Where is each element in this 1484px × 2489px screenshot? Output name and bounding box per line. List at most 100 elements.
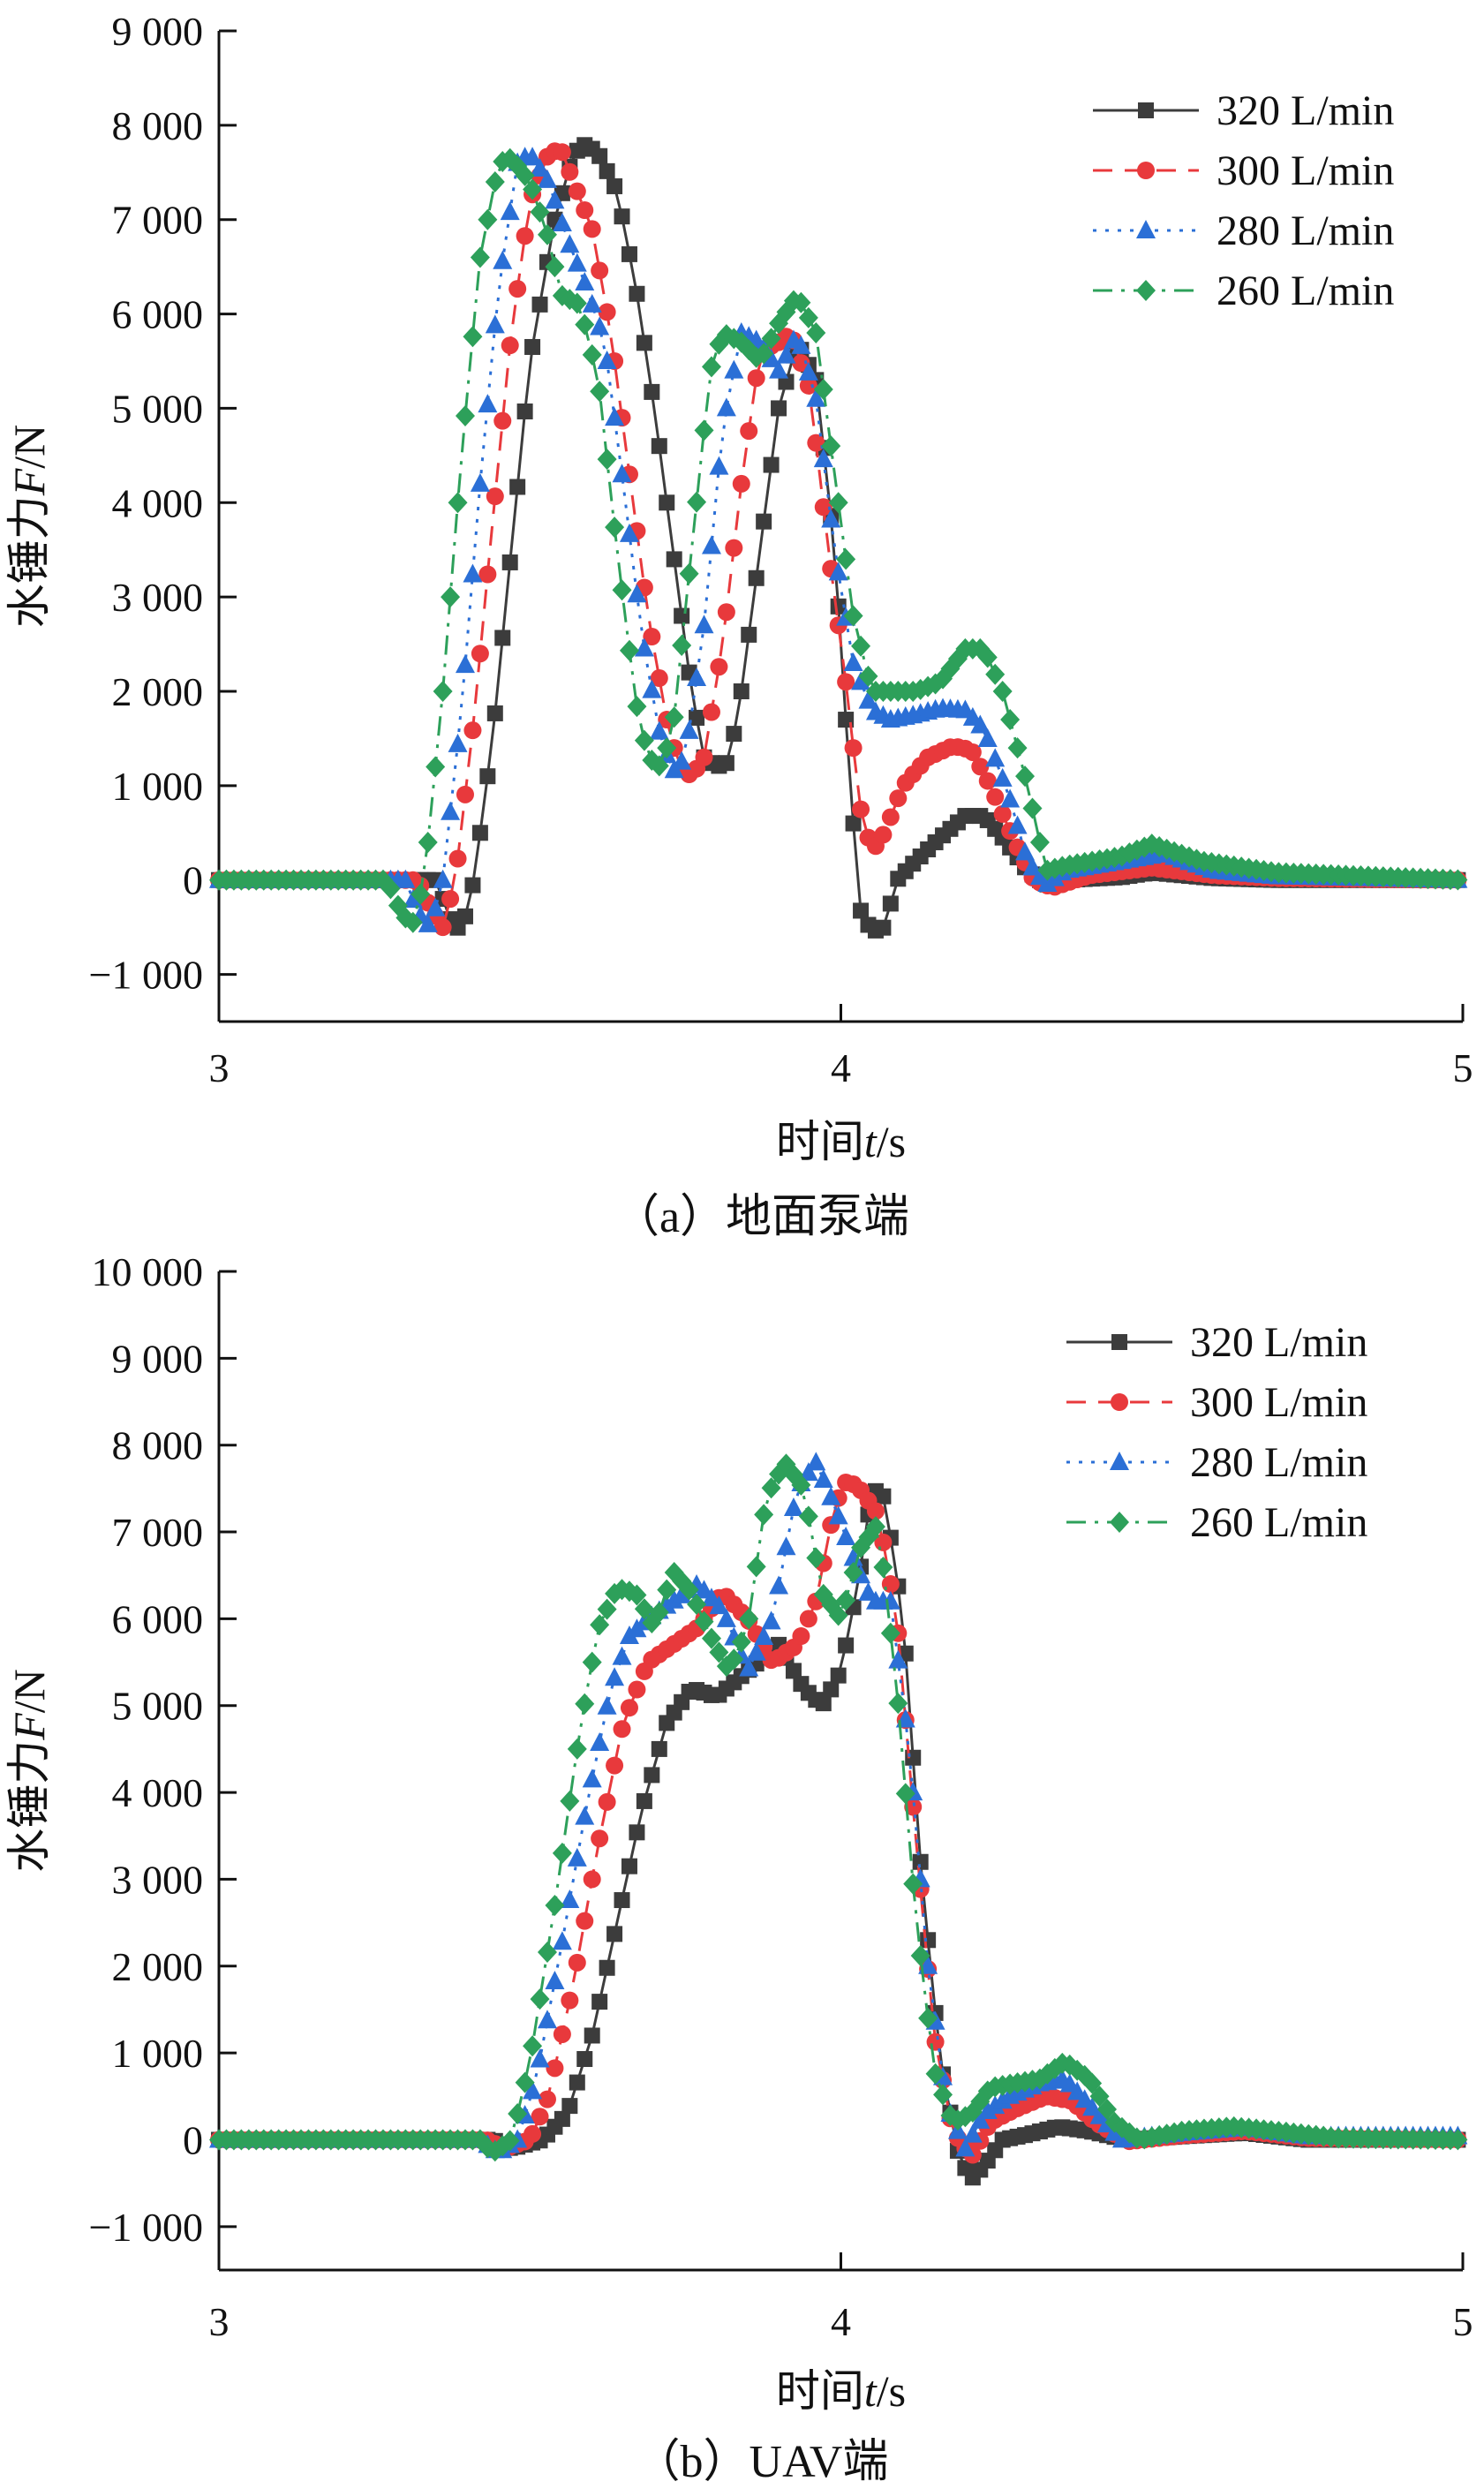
legend-label: 300 L/min bbox=[1217, 147, 1394, 194]
data-point bbox=[823, 1681, 840, 1698]
y-tick-label: 3 000 bbox=[112, 1857, 204, 1902]
data-point bbox=[962, 2123, 983, 2143]
data-point bbox=[590, 1732, 610, 1752]
data-point bbox=[627, 1584, 647, 1606]
data-point bbox=[845, 815, 862, 832]
data-point bbox=[725, 539, 743, 557]
data-point bbox=[904, 1798, 923, 1816]
legend-swatch-marker bbox=[1136, 280, 1156, 301]
x-tick-label: 5 bbox=[1453, 2299, 1473, 2344]
data-point bbox=[598, 303, 616, 321]
legend-swatch-marker bbox=[1111, 1334, 1127, 1350]
data-point bbox=[791, 291, 811, 313]
data-point bbox=[590, 1614, 610, 1636]
legend-label: 280 L/min bbox=[1217, 207, 1394, 254]
data-point bbox=[620, 1699, 638, 1717]
data-point bbox=[852, 800, 870, 818]
data-point bbox=[701, 535, 721, 554]
data-point bbox=[889, 789, 908, 808]
data-point bbox=[523, 147, 543, 166]
data-point bbox=[926, 2033, 945, 2051]
data-point bbox=[1007, 737, 1028, 759]
legend-swatch-marker bbox=[1110, 1452, 1129, 1470]
y-tick-label: 4 000 bbox=[112, 480, 204, 525]
data-point bbox=[531, 2108, 549, 2126]
data-point bbox=[629, 1824, 645, 1841]
data-point bbox=[584, 2027, 600, 2044]
data-point bbox=[433, 681, 453, 702]
data-point bbox=[694, 1610, 714, 1633]
data-point bbox=[740, 422, 758, 441]
data-point bbox=[486, 705, 503, 721]
y-tick-label: −1 000 bbox=[89, 2205, 203, 2250]
data-point bbox=[731, 1631, 751, 1653]
data-point bbox=[418, 831, 438, 853]
data-point bbox=[771, 400, 787, 417]
data-point bbox=[545, 256, 565, 278]
data-point bbox=[709, 1641, 729, 1663]
x-axis-title: 时间t/s bbox=[776, 1117, 906, 1166]
y-tick-label: 5 000 bbox=[112, 386, 204, 431]
data-point bbox=[634, 1598, 654, 1620]
data-point bbox=[920, 1932, 937, 1949]
data-point bbox=[761, 328, 781, 350]
legend-swatch-marker bbox=[1111, 1393, 1128, 1411]
data-point bbox=[575, 1806, 595, 1825]
data-point bbox=[754, 1504, 774, 1526]
data-point bbox=[576, 201, 594, 220]
data-point bbox=[992, 767, 1013, 787]
legend-swatch-marker bbox=[1137, 162, 1155, 179]
data-point bbox=[403, 889, 423, 909]
data-point bbox=[463, 563, 483, 583]
legend-label: 280 L/min bbox=[1190, 1439, 1367, 1486]
data-point bbox=[933, 2084, 953, 2106]
data-point bbox=[561, 1991, 579, 2010]
data-point bbox=[828, 562, 848, 581]
data-point bbox=[614, 208, 630, 225]
data-point bbox=[501, 336, 519, 355]
data-point bbox=[537, 1942, 557, 1964]
data-point bbox=[963, 743, 982, 761]
data-point bbox=[545, 1894, 565, 1916]
legend-swatch-marker bbox=[1138, 102, 1154, 118]
legend-item: 260 L/min bbox=[1093, 268, 1394, 314]
data-point bbox=[977, 646, 998, 668]
data-point bbox=[463, 721, 482, 740]
data-point bbox=[836, 548, 856, 570]
x-tick-label: 4 bbox=[831, 1045, 851, 1090]
data-point bbox=[500, 201, 520, 221]
data-point bbox=[552, 1842, 572, 1864]
data-point bbox=[597, 1598, 617, 1620]
data-point bbox=[464, 877, 481, 894]
data-point bbox=[621, 245, 637, 262]
data-point bbox=[471, 825, 488, 841]
data-point bbox=[643, 628, 661, 646]
data-point bbox=[799, 1610, 817, 1628]
data-point bbox=[689, 709, 705, 726]
data-point bbox=[1015, 841, 1036, 861]
data-point bbox=[501, 554, 518, 570]
data-point bbox=[591, 261, 609, 280]
data-point bbox=[582, 293, 602, 313]
legend-label: 320 L/min bbox=[1190, 1319, 1367, 1366]
data-point bbox=[619, 523, 639, 542]
data-point bbox=[1029, 831, 1050, 853]
data-point bbox=[1007, 815, 1028, 834]
data-point bbox=[448, 733, 468, 752]
data-point bbox=[493, 411, 512, 430]
data-point bbox=[807, 434, 825, 452]
data-point bbox=[701, 1627, 721, 1649]
data-point bbox=[649, 1602, 669, 1624]
series-s320 bbox=[211, 1482, 1466, 2186]
data-point bbox=[554, 2110, 570, 2127]
data-point bbox=[441, 801, 461, 820]
data-point bbox=[456, 908, 473, 924]
data-point bbox=[642, 679, 662, 698]
data-point bbox=[560, 1790, 580, 1812]
data-point bbox=[985, 663, 1006, 685]
data-point bbox=[992, 681, 1013, 702]
chart-a: −1 000 0 1 000 2 000 3 000 4 000 5 000 6 000 7 0… bbox=[4, 9, 1473, 1242]
data-point bbox=[798, 306, 818, 328]
data-point bbox=[426, 756, 446, 778]
data-point bbox=[851, 635, 871, 657]
